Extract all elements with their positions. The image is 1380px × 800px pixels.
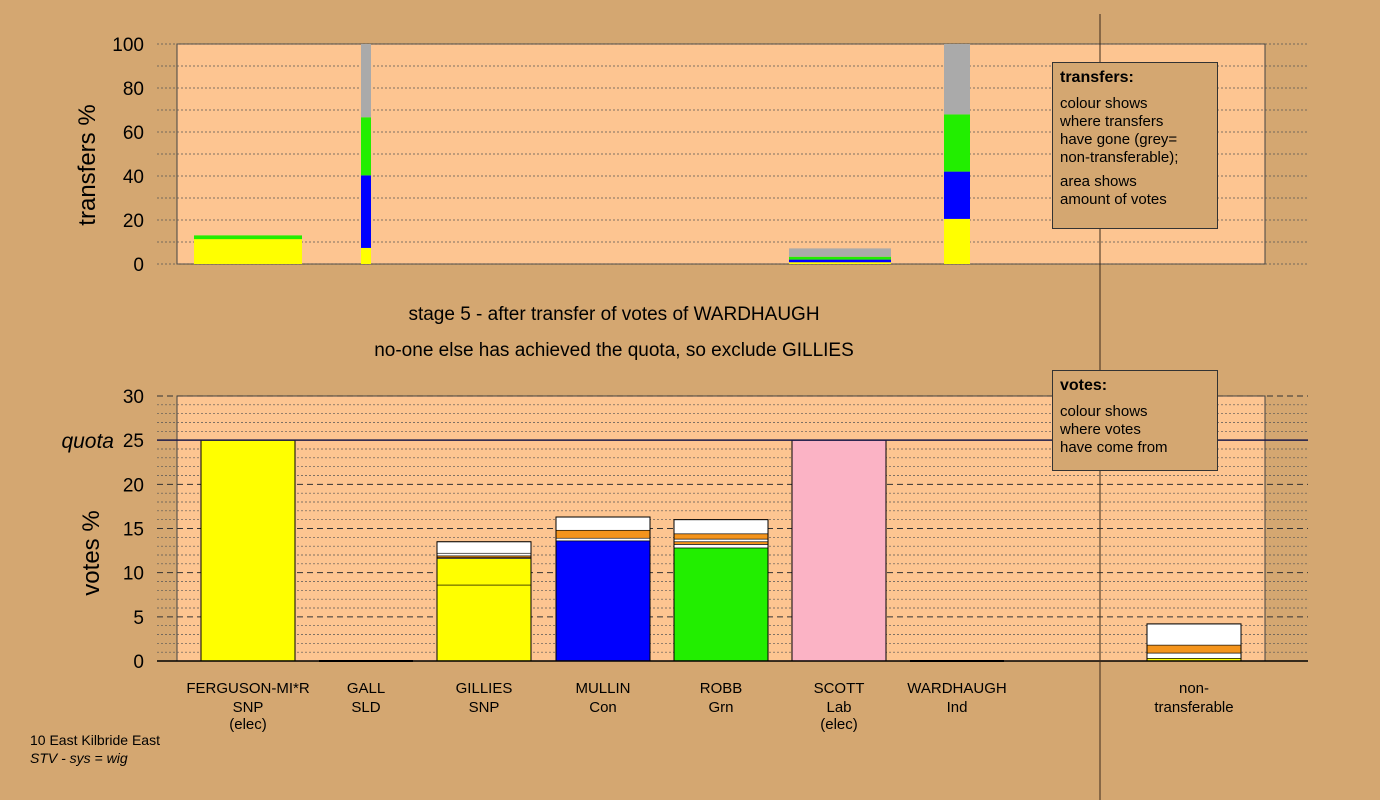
legend-text: where transfers <box>1060 113 1164 130</box>
non-transferable-label: non- <box>1179 680 1209 697</box>
candidate-name-label: ROBB <box>700 680 743 697</box>
quota-label: quota <box>61 430 114 453</box>
candidate-name-label: FERGUSON-MI*R <box>186 680 310 697</box>
transfers-tick-label: 80 <box>123 79 144 100</box>
candidate-party-label: Grn <box>708 699 733 716</box>
vote-bar-segment <box>1146 652 1242 659</box>
legend-text: where votes <box>1060 421 1141 438</box>
vote-bar-segment <box>673 519 769 535</box>
transfer-bar-segment <box>194 235 302 240</box>
candidate-party-label: SNP <box>233 699 264 716</box>
votes-tick-label: 5 <box>133 608 144 629</box>
votes-tick-label: 25 <box>123 431 144 452</box>
candidate-name-label: GALL <box>347 680 385 697</box>
stage-title: stage 5 - after transfer of votes of WAR… <box>408 304 820 325</box>
legend-text: area shows <box>1060 173 1137 190</box>
vote-bar-segment <box>673 541 769 545</box>
vote-bar-segment <box>555 516 651 531</box>
legend-text: amount of votes <box>1060 191 1167 208</box>
votes-tick-label: 15 <box>123 520 144 541</box>
non-transferable-label: transferable <box>1154 699 1233 716</box>
transfer-bar-segment <box>361 175 371 248</box>
vote-bar-segment <box>555 537 651 542</box>
legend-text: colour shows <box>1060 403 1148 420</box>
votes-tick-label: 20 <box>123 475 144 496</box>
candidate-status-label: (elec) <box>820 716 858 733</box>
transfers-tick-label: 0 <box>133 255 144 276</box>
system-label: STV - sys = wig <box>30 750 128 766</box>
candidate-name-label: GILLIES <box>456 680 513 697</box>
candidate-party-label: SNP <box>469 699 500 716</box>
votes-axis-label: votes % <box>78 510 105 595</box>
transfer-bar-segment <box>944 114 970 172</box>
transfer-bar-segment <box>944 171 970 219</box>
legend-text: have come from <box>1060 439 1168 456</box>
votes-tick-label: 10 <box>123 564 144 585</box>
vote-bar-segment <box>555 529 651 539</box>
transfers-legend: transfers: colour shows where transfers … <box>1052 62 1218 229</box>
transfers-legend-title: transfers: <box>1060 69 1134 86</box>
legend-text: colour shows <box>1060 95 1148 112</box>
candidate-name-label: MULLIN <box>575 680 630 697</box>
vote-bar-segment <box>1146 644 1242 654</box>
vote-bar-segment <box>673 544 769 549</box>
vote-bar-segment <box>791 439 887 662</box>
transfer-bar-segment <box>789 259 891 263</box>
candidate-status-label: (elec) <box>229 716 267 733</box>
vote-bar-segment <box>1146 623 1242 646</box>
constituency-label: 10 East Kilbride East <box>30 732 160 748</box>
vote-bar-segment <box>673 533 769 540</box>
vote-bar-segment <box>436 558 532 586</box>
transfers-tick-label: 40 <box>123 167 144 188</box>
votes-legend-title: votes: <box>1060 377 1108 394</box>
vote-bar-segment <box>436 584 532 662</box>
footer: 10 East Kilbride East STV - sys = wig <box>30 731 160 767</box>
candidate-party-label: Con <box>589 699 617 716</box>
stage-subtitle: no-one else has achieved the quota, so e… <box>374 340 854 361</box>
vote-bar-segment <box>673 538 769 543</box>
transfers-tick-label: 20 <box>123 211 144 232</box>
transfers-axis-label: transfers % <box>74 104 101 225</box>
transfer-bar-segment <box>361 44 371 118</box>
transfer-bar-segment <box>361 117 371 176</box>
transfer-bar-segment <box>944 218 970 264</box>
vote-bar-segment <box>436 541 532 554</box>
candidate-name-label: WARDHAUGH <box>907 680 1006 697</box>
legend-text: non-transferable); <box>1060 149 1179 166</box>
transfer-bar-segment <box>194 239 302 264</box>
vote-bar-segment <box>555 540 651 662</box>
transfer-bar-segment <box>789 248 891 257</box>
transfer-bar-segment <box>789 262 891 264</box>
legend-text: have gone (grey= <box>1060 131 1178 148</box>
votes-legend: votes: colour shows where votes have com… <box>1052 370 1218 471</box>
transfers-tick-label: 60 <box>123 123 144 144</box>
votes-tick-label: 30 <box>123 387 144 408</box>
vote-bar-segment <box>200 439 296 662</box>
transfer-bar-segment <box>361 247 371 264</box>
vote-bar-segment <box>436 552 532 557</box>
candidate-party-label: SLD <box>351 699 380 716</box>
vote-bar-segment <box>673 547 769 662</box>
candidate-party-label: Ind <box>947 699 968 716</box>
candidate-name-label: SCOTT <box>814 680 865 697</box>
transfer-bar-segment <box>944 44 970 115</box>
votes-tick-label: 0 <box>133 652 144 673</box>
candidate-party-label: Lab <box>826 699 851 716</box>
transfer-bar-segment <box>789 256 891 260</box>
transfers-tick-label: 100 <box>112 35 144 56</box>
